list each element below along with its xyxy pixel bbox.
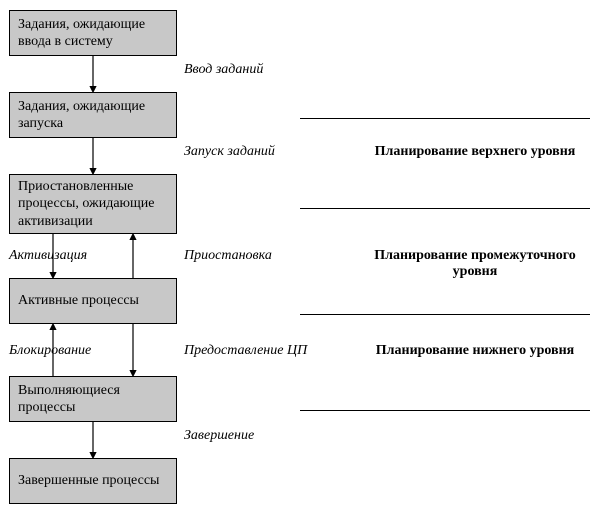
node-active-processes: Активные процессы xyxy=(9,278,177,324)
edge-label-dispatch-cpu: Предоставление ЦП xyxy=(184,343,307,359)
node-running-processes: Выполняющиеся процессы xyxy=(9,376,177,422)
edge-label-finish: Завершение xyxy=(184,428,254,444)
node-label: Завершенные процессы xyxy=(18,472,159,490)
section-divider-1 xyxy=(300,118,590,119)
node-suspended-processes: Приостановленные процессы, ожидающие акт… xyxy=(9,174,177,234)
edge-label-start: Запуск заданий xyxy=(184,144,275,160)
edge-label-block: Блокирование xyxy=(9,343,91,359)
node-label: Задания, ожидающие запуска xyxy=(18,98,168,133)
section-label-top: Планирование верхнего уровня xyxy=(360,144,590,160)
node-label: Приостановленные процессы, ожидающие акт… xyxy=(18,178,168,231)
edge-label-activate: Активизация xyxy=(9,248,87,264)
node-jobs-awaiting-input: Задания, ожидающие ввода в систему xyxy=(9,10,177,56)
edge-label-suspend: Приостановка xyxy=(184,248,272,264)
section-label-bottom: Планирование нижнего уровня xyxy=(360,343,590,359)
node-jobs-awaiting-start: Задания, ожидающие запуска xyxy=(9,92,177,138)
section-divider-2 xyxy=(300,208,590,209)
node-label: Задания, ожидающие ввода в систему xyxy=(18,16,168,51)
node-label: Выполняющиеся процессы xyxy=(18,382,168,417)
node-label: Активные процессы xyxy=(18,292,139,310)
node-finished-processes: Завершенные процессы xyxy=(9,458,177,504)
section-divider-4 xyxy=(300,410,590,411)
section-label-middle: Планирование промежуточного уровня xyxy=(360,248,590,280)
section-divider-3 xyxy=(300,314,590,315)
edge-label-input: Ввод заданий xyxy=(184,62,263,78)
